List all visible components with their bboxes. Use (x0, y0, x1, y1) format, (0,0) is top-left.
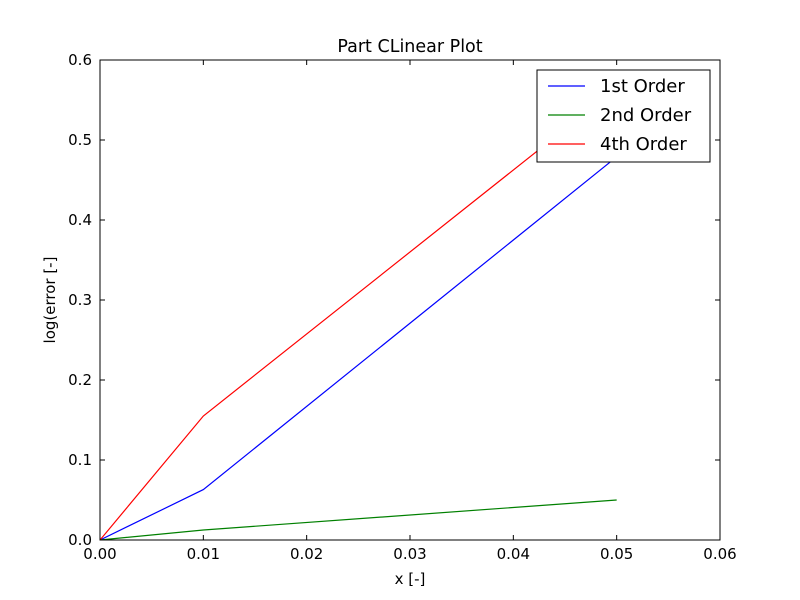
x-tick-label: 0.06 (703, 545, 736, 563)
x-axis-label: x [-] (395, 570, 426, 588)
legend-label-1: 1st Order (600, 76, 685, 97)
series-layer (100, 87, 618, 540)
y-tick-label: 0.0 (68, 531, 92, 549)
chart-title: Part CLinear Plot (337, 37, 482, 57)
y-tick-label: 0.2 (68, 371, 92, 389)
y-tick-label: 0.5 (68, 131, 92, 149)
legend-label-3: 4th Order (600, 134, 687, 155)
y-tick-label: 0.6 (68, 51, 92, 69)
x-tick-label: 0.01 (187, 545, 220, 563)
y-tick-label: 0.3 (68, 291, 92, 309)
x-tick-label: 0.03 (393, 545, 426, 563)
x-axis: 0.00 0.01 0.02 0.03 0.04 0.05 0.06 (83, 60, 737, 563)
legend-box (536, 69, 711, 163)
x-tick-label: 0.04 (497, 545, 530, 563)
series-line-3 (100, 87, 618, 540)
x-tick-label: 0.00 (83, 545, 116, 563)
y-tick-label: 0.4 (68, 211, 92, 229)
y-axis: 0.0 0.1 0.2 0.3 0.4 0.5 0.6 (68, 51, 720, 549)
x-tick-label: 0.05 (600, 545, 633, 563)
series-line-2 (100, 499, 617, 540)
legend: 1st Order 2nd Order 4th Order (536, 69, 711, 163)
y-axis-label: log(error [-] (41, 257, 59, 344)
x-tick-label: 0.02 (290, 545, 323, 563)
legend-label-2: 2nd Order (600, 105, 692, 126)
y-tick-label: 0.1 (68, 451, 92, 469)
series-line-1 (100, 156, 618, 540)
